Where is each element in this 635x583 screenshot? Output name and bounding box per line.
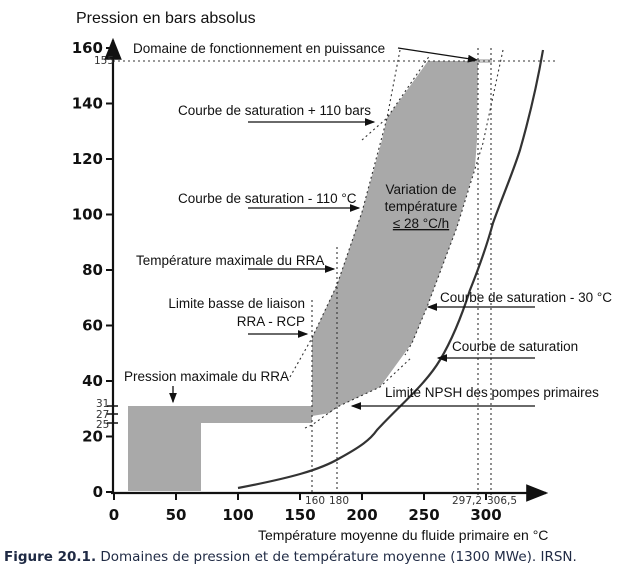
label-npsh: Limite NPSH des pompes primaires (385, 385, 599, 400)
x-axis-title: Température moyenne du fluide primaire e… (258, 527, 548, 543)
y-mark-31: 31 (96, 398, 109, 410)
label-temp-max-rra: Température maximale du RRA (136, 253, 324, 268)
y-mark-25: 25 (96, 419, 109, 431)
npsh-line (304, 356, 413, 429)
label-sat-minus-30: Courbe de saturation - 30 °C (440, 290, 612, 305)
y-mark-27: 27 (96, 409, 109, 421)
caption-label: Figure 20.1. (4, 549, 97, 565)
label-variation-1: Variation de (385, 182, 456, 197)
caption-text: Domaines de pression et de température m… (100, 549, 577, 565)
y-tick-label: 60 (82, 317, 103, 335)
x-tick-label: 300 (470, 506, 501, 524)
y-tick-label: 0 (93, 483, 103, 501)
arrow-power-domain (397, 47, 479, 63)
saturation-minus-30-line (404, 49, 504, 356)
x-tick-label: 200 (346, 506, 377, 524)
x-mark-180: 180 (329, 495, 349, 507)
saturation-minus-110-line (289, 49, 401, 378)
y-tick-label: 160 (72, 39, 103, 57)
y-axis-title: Pression en bars absolus (76, 10, 256, 27)
x-tick-label: 100 (222, 506, 253, 524)
y-tick-label: 20 (82, 428, 103, 446)
x-tick-label: 50 (166, 506, 187, 524)
saturation-curve (237, 49, 545, 490)
label-limite-basse: Limite basse de liaison (168, 296, 305, 311)
label-power-domain: Domaine de fonctionnement en puissance (133, 41, 385, 56)
label-sat-plus-110: Courbe de saturation + 110 bars (178, 103, 371, 118)
label-sat-minus-110: Courbe de saturation - 110 °C (178, 191, 357, 206)
label-pression-max-rra: Pression maximale du RRA (124, 369, 289, 384)
label-rra-rcp: RRA - RCP (237, 314, 305, 329)
figure-caption: Figure 20.1. Domaines de pression et de … (4, 549, 577, 565)
x-mark-297: 297,2 (452, 495, 482, 507)
rra-pressure-domain (128, 406, 312, 491)
y-tick-label: 80 (82, 261, 103, 279)
y-tick-label: 120 (72, 150, 103, 168)
saturation-plus-110-line (361, 54, 431, 141)
y-tick-label: 140 (72, 95, 103, 113)
x-tick-label: 0 (109, 506, 119, 524)
y-mark-155: 155 (94, 55, 114, 67)
y-tick-label: 40 (82, 372, 103, 390)
label-variation-3: ≤ 28 °C/h (393, 216, 449, 231)
operating-domain (312, 61, 478, 416)
x-tick-label: 250 (408, 506, 439, 524)
x-mark-160: 160 (305, 495, 325, 507)
x-tick-label: 150 (284, 506, 315, 524)
x-mark-306: 306,5 (487, 495, 517, 507)
label-variation-2: température (385, 199, 458, 214)
label-saturation: Courbe de saturation (452, 339, 578, 354)
y-tick-label: 100 (72, 206, 103, 224)
